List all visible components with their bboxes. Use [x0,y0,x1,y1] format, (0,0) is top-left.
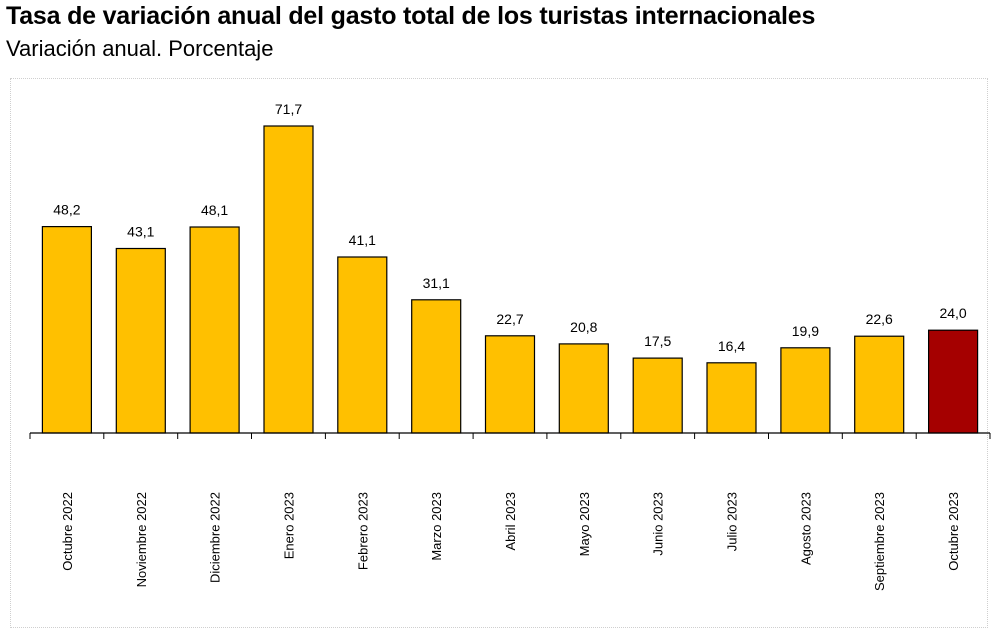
bar-9 [706,362,757,434]
bar-5 [411,299,462,434]
data-label-9: 16,4 [718,338,745,354]
category-label-4: Febrero 2023 [355,492,370,570]
category-label-1: Noviembre 2022 [134,492,149,587]
category-label-2: Diciembre 2022 [208,492,223,583]
data-label-12: 24,0 [939,305,966,321]
bar-11 [854,335,905,434]
category-label-0: Octubre 2022 [60,492,75,571]
bar-4 [337,256,388,434]
data-label-7: 20,8 [570,319,597,335]
chart-title: Tasa de variación anual del gasto total … [6,2,816,30]
category-label-10: Agosto 2023 [798,492,813,565]
bar-6 [484,335,536,434]
data-label-2: 48,1 [201,202,228,218]
data-label-5: 31,1 [423,275,450,291]
category-label-6: Abril 2023 [503,492,518,551]
data-label-8: 17,5 [644,333,671,349]
bar-2 [189,226,240,434]
bar-10 [780,347,831,434]
chart-subtitle: Variación anual. Porcentaje [6,36,274,61]
data-label-1: 43,1 [127,224,154,240]
category-label-9: Julio 2023 [725,492,740,551]
bar-8 [632,357,683,434]
data-label-4: 41,1 [349,232,376,248]
bar-3 [263,125,314,434]
data-label-11: 22,6 [866,311,893,327]
data-label-10: 19,9 [792,323,819,339]
bar-1 [115,247,166,434]
chart-frame [10,78,988,628]
category-label-7: Mayo 2023 [577,492,592,556]
data-label-6: 22,7 [496,311,523,327]
category-label-11: Septiembre 2023 [872,492,887,591]
bar-7 [558,343,609,434]
category-label-8: Junio 2023 [651,492,666,556]
bar-0 [41,226,93,434]
data-label-0: 48,2 [53,202,80,218]
category-label-12: Octubre 2023 [946,492,961,571]
bar-12 [927,329,979,434]
category-label-5: Marzo 2023 [429,492,444,561]
category-label-3: Enero 2023 [282,492,297,559]
data-label-3: 71,7 [275,101,302,117]
